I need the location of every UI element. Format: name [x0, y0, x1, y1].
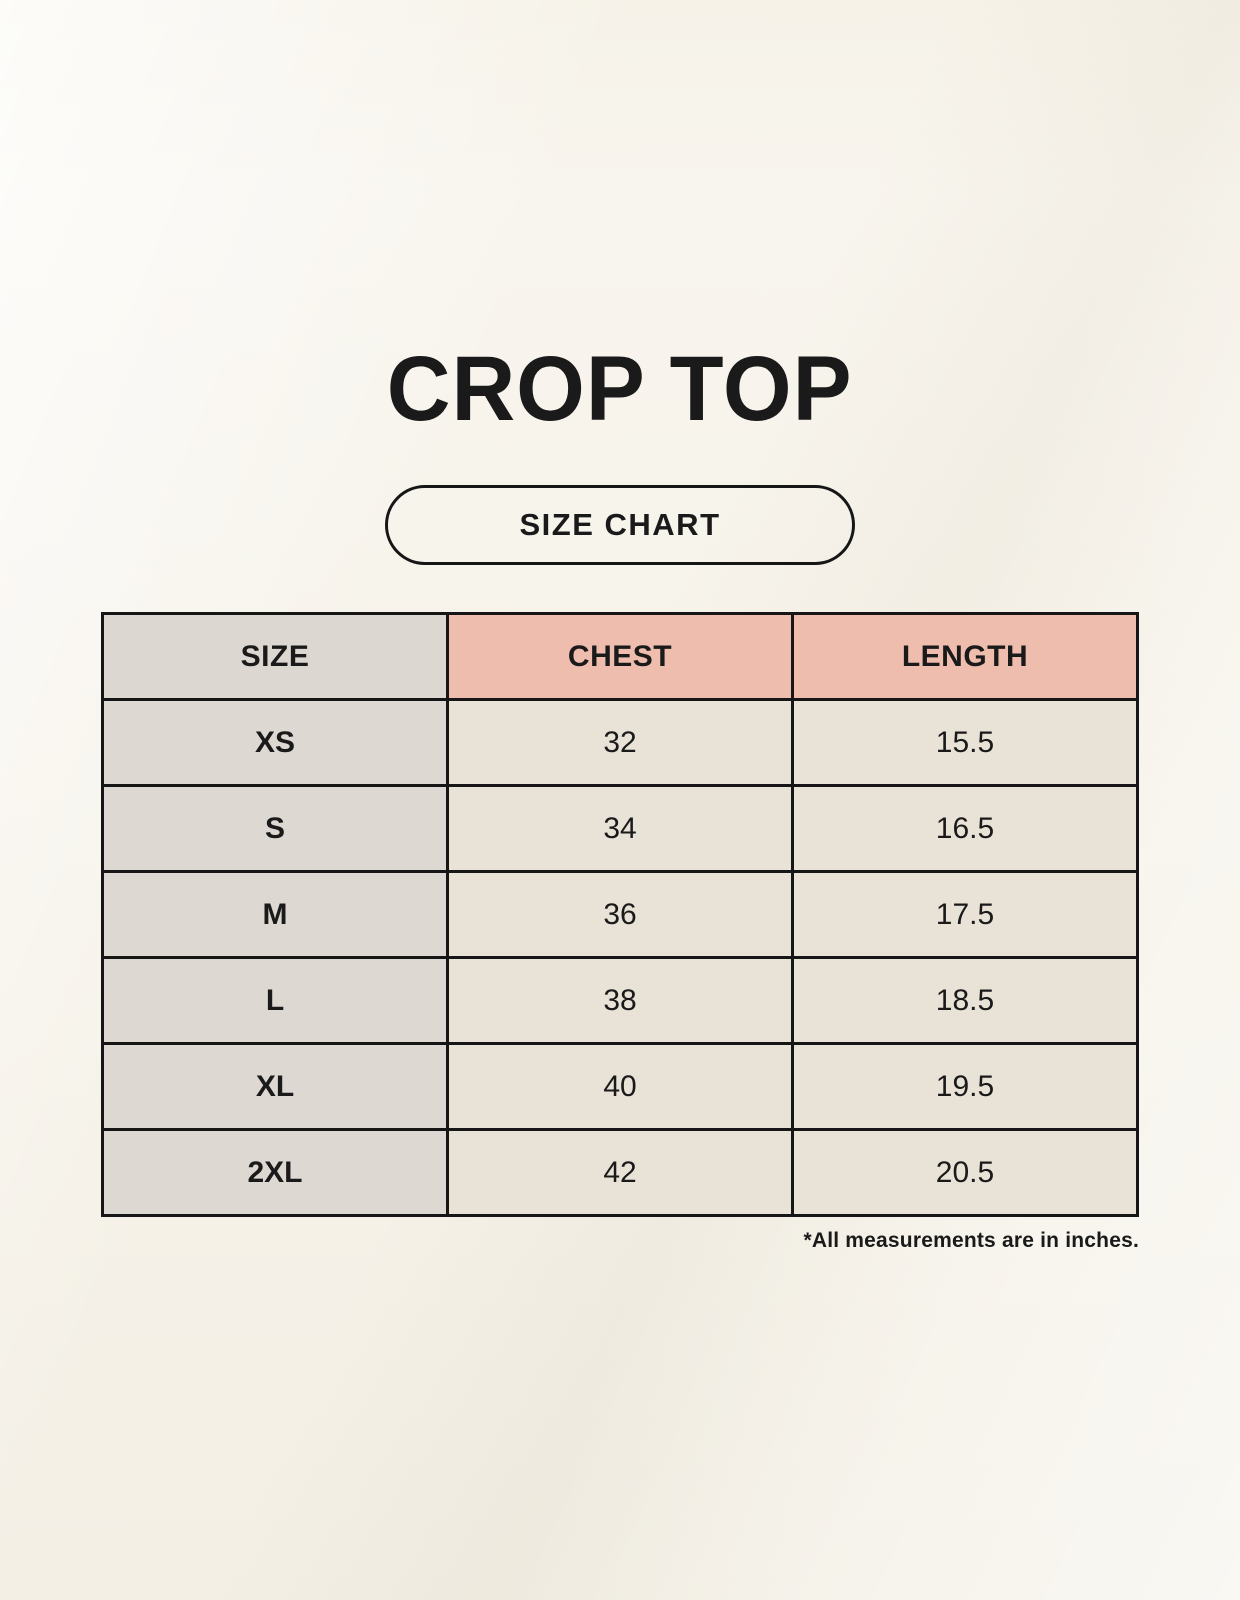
chest-value: 32	[446, 698, 794, 787]
page-title: CROP TOP	[387, 338, 853, 440]
size-label: L	[101, 956, 449, 1045]
table-header-row: SIZE CHEST LENGTH	[101, 612, 1139, 701]
measurements-footnote: *All measurements are in inches.	[803, 1229, 1139, 1252]
length-value: 16.5	[791, 784, 1139, 873]
column-header-chest: CHEST	[446, 612, 794, 701]
length-value: 18.5	[791, 956, 1139, 1045]
length-value: 20.5	[791, 1128, 1139, 1217]
chest-value: 42	[446, 1128, 794, 1217]
chest-value: 34	[446, 784, 794, 873]
table-row: S 34 16.5	[101, 784, 1139, 873]
size-label: 2XL	[101, 1128, 449, 1217]
chest-value: 38	[446, 956, 794, 1045]
table-row: L 38 18.5	[101, 956, 1139, 1045]
length-value: 15.5	[791, 698, 1139, 787]
chest-value: 40	[446, 1042, 794, 1131]
length-value: 19.5	[791, 1042, 1139, 1131]
table-row: 2XL 42 20.5	[101, 1128, 1139, 1217]
footnote-row: *All measurements are in inches.	[101, 1229, 1139, 1253]
length-value: 17.5	[791, 870, 1139, 959]
size-chart-badge-label: SIZE CHART	[519, 507, 721, 542]
table-row: M 36 17.5	[101, 870, 1139, 959]
column-header-length: LENGTH	[791, 612, 1139, 701]
size-label: M	[101, 870, 449, 959]
chest-value: 36	[446, 870, 794, 959]
size-label: XS	[101, 698, 449, 787]
size-chart-table: SIZE CHEST LENGTH XS 32 15.5 S 34 16.5 M…	[101, 612, 1139, 1217]
table-row: XL 40 19.5	[101, 1042, 1139, 1131]
size-label: XL	[101, 1042, 449, 1131]
size-chart-badge: SIZE CHART	[385, 485, 855, 565]
table-row: XS 32 15.5	[101, 698, 1139, 787]
size-label: S	[101, 784, 449, 873]
column-header-size: SIZE	[101, 612, 449, 701]
